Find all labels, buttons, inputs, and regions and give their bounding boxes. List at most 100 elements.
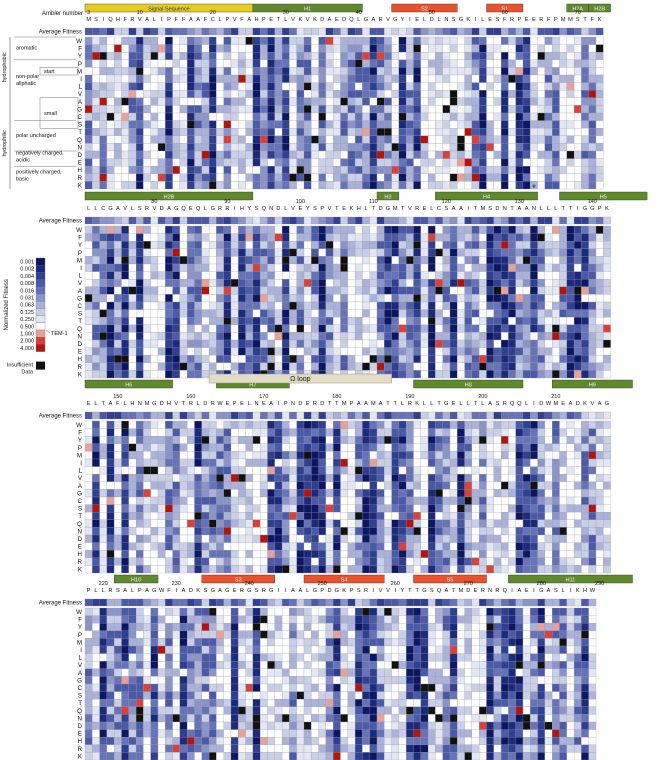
heatmap-cell — [362, 496, 370, 505]
heatmap-cell — [333, 420, 341, 429]
average-fitness-cell — [114, 411, 122, 420]
heatmap-cell — [106, 534, 115, 543]
heatmap-cell — [354, 332, 363, 341]
heatmap-cell — [238, 90, 246, 98]
heatmap-cell — [427, 309, 436, 318]
heatmap-cell — [581, 256, 589, 265]
heatmap-cell — [252, 527, 261, 536]
heatmap-cell — [479, 271, 487, 280]
heatmap-cell — [493, 135, 502, 144]
heatmap-cell — [99, 286, 108, 295]
sequence-residue-letter: D — [189, 588, 193, 594]
heatmap-cell — [135, 458, 144, 467]
sequence-residue-letter: L — [430, 401, 433, 407]
heatmap-cell — [289, 279, 297, 287]
heatmap-cell — [223, 120, 232, 129]
heatmap-cell — [376, 150, 385, 159]
heatmap-cell — [530, 74, 538, 83]
heatmap-cell — [157, 339, 166, 348]
heatmap-cell — [333, 504, 341, 513]
heatmap-cell — [84, 309, 93, 318]
heatmap-cell — [303, 135, 312, 144]
heatmap-cell — [238, 428, 246, 437]
heatmap-cell — [406, 44, 414, 53]
heatmap-cell — [114, 458, 122, 467]
heatmap-cell — [479, 332, 487, 341]
heatmap-cell — [362, 534, 370, 543]
heatmap-cell — [267, 565, 275, 574]
heatmap-cell — [464, 527, 473, 536]
average-fitness-cell — [121, 216, 129, 225]
heatmap-cell — [84, 332, 93, 341]
heatmap-cell — [522, 489, 531, 498]
heatmap-cell — [187, 458, 195, 467]
heatmap-cell — [391, 489, 400, 498]
heatmap-cell — [238, 496, 246, 505]
ambler-tick-label: 20 — [210, 10, 216, 16]
heatmap-cell — [384, 332, 392, 341]
heatmap-cell — [289, 263, 297, 272]
heatmap-cell — [420, 332, 429, 341]
heatmap-cell — [230, 263, 239, 272]
sequence-residue-letter: V — [328, 206, 332, 212]
heatmap-cell — [303, 82, 312, 91]
heatmap-cell — [479, 370, 487, 379]
heatmap-cell — [384, 166, 392, 174]
heatmap-cell — [289, 135, 297, 144]
ambler-tick-label: 230 — [172, 581, 181, 587]
heatmap-cell — [208, 443, 217, 452]
average-fitness-cell — [552, 411, 560, 420]
heatmap-cell — [588, 181, 597, 190]
heatmap-cell — [544, 120, 553, 129]
heatmap-cell — [135, 309, 144, 318]
heatmap-cell — [427, 565, 436, 574]
heatmap-cell — [260, 128, 268, 136]
heatmap-cell — [369, 112, 378, 121]
heatmap-cell — [281, 59, 290, 68]
heatmap-cell — [150, 512, 159, 520]
heatmap-cell — [150, 557, 159, 566]
heatmap-cell — [522, 105, 531, 114]
heatmap-cell — [311, 294, 319, 303]
heatmap-cell — [442, 271, 451, 280]
average-fitness-cell — [449, 216, 458, 225]
heatmap-cell — [347, 347, 356, 356]
heatmap-cell — [150, 466, 159, 475]
heatmap-cell — [449, 557, 458, 566]
heatmap-cell — [413, 451, 421, 460]
heatmap-cell — [427, 105, 436, 114]
sequence-residue-letter: S — [138, 206, 142, 212]
heatmap-cell — [208, 436, 217, 444]
heatmap-cell — [92, 347, 100, 356]
structure-helix-label: H1 — [304, 7, 311, 13]
heatmap-cell — [92, 158, 100, 167]
heatmap-cell — [245, 534, 254, 543]
heatmap-cell — [581, 128, 589, 136]
heatmap-cell — [260, 158, 268, 167]
heatmap-cell — [435, 565, 443, 574]
heatmap-cell — [573, 339, 582, 348]
heatmap-cell — [333, 332, 341, 341]
heatmap-cell — [384, 489, 392, 498]
heatmap-cell — [128, 324, 137, 333]
heatmap-cell — [493, 504, 502, 513]
heatmap-cell — [267, 324, 275, 333]
heatmap-cell — [588, 256, 597, 265]
heatmap-cell — [172, 105, 181, 114]
ambler-tick-label: 80 — [151, 199, 157, 205]
heatmap-cell — [201, 233, 210, 242]
heatmap-cell — [311, 332, 319, 341]
heatmap-cell — [267, 317, 275, 325]
sequence-residue-letter: S — [452, 17, 456, 23]
ambler-tick-label: 160 — [186, 394, 195, 400]
heatmap-cell — [216, 143, 224, 152]
heatmap-cell — [274, 105, 283, 114]
heatmap-cell — [274, 504, 283, 513]
heatmap-cell — [493, 466, 502, 475]
heatmap-cell — [92, 443, 100, 452]
heatmap-cell — [238, 97, 246, 106]
average-fitness-cell — [413, 411, 421, 420]
heatmap-cell — [413, 135, 421, 144]
heatmap-cell — [369, 233, 378, 242]
heatmap-cell — [427, 241, 436, 249]
